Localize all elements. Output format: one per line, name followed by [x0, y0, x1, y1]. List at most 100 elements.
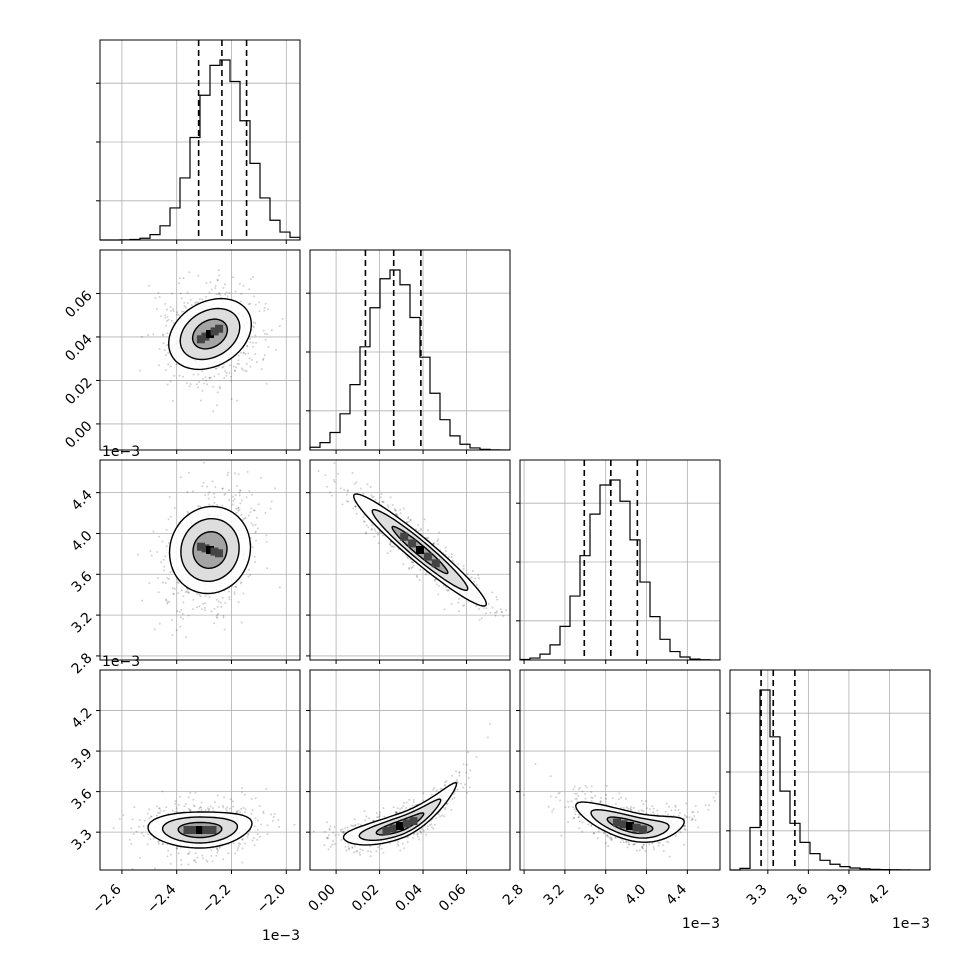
sample-point: [180, 297, 183, 300]
sample-point: [192, 598, 195, 601]
sample-point: [185, 382, 188, 385]
sample-point: [431, 826, 433, 829]
sample-point: [258, 310, 261, 313]
sample-point: [241, 838, 244, 841]
sample-point: [415, 528, 417, 531]
sample-point: [180, 859, 183, 862]
sample-point: [627, 843, 630, 846]
sample-point: [406, 836, 409, 838]
sample-point: [237, 506, 240, 509]
sample-point: [408, 520, 411, 523]
sample-point: [312, 830, 315, 833]
sample-point: [590, 785, 593, 788]
sample-point: [566, 800, 569, 803]
sample-point: [189, 298, 192, 301]
sample-point: [223, 283, 226, 286]
sample-point: [427, 529, 430, 532]
sample-point: [435, 817, 438, 820]
sample-point: [138, 825, 140, 828]
sample-point: [609, 838, 612, 841]
sample-point: [173, 374, 176, 377]
panel-frame-2-1: [309, 459, 511, 661]
sample-point: [364, 532, 367, 535]
sample-point: [391, 503, 394, 506]
sample-point: [487, 602, 490, 605]
sample-point: [196, 606, 198, 609]
sample-point: [408, 567, 410, 570]
sample-point: [432, 788, 435, 791]
sample-point: [180, 863, 183, 866]
sample-point: [222, 616, 225, 619]
sample-point: [225, 291, 228, 294]
sample-point: [189, 792, 192, 794]
sample-point: [226, 806, 229, 809]
sample-point: [146, 812, 149, 815]
sample-point: [326, 821, 328, 824]
sample-point: [332, 840, 334, 842]
sample-point: [590, 796, 593, 799]
sample-point: [148, 284, 151, 287]
sample-point: [172, 310, 175, 312]
sample-point: [600, 796, 603, 799]
sample-point: [222, 804, 224, 807]
xtick-label: −2.0: [254, 882, 289, 917]
sample-point: [691, 818, 694, 821]
sample-point: [417, 530, 420, 532]
sample-point: [364, 819, 367, 822]
sample-point: [352, 507, 355, 510]
sample-point: [614, 802, 617, 805]
sample-point: [369, 845, 372, 848]
sample-point: [148, 808, 151, 811]
grid-2-2: [520, 460, 720, 660]
sample-point: [249, 574, 252, 576]
sample-point: [573, 785, 576, 788]
sample-point: [337, 833, 340, 836]
sample-point: [214, 367, 217, 370]
sample-point: [444, 546, 447, 549]
sample-point: [692, 810, 695, 813]
xticks-0-0: [121, 240, 287, 244]
sample-point: [146, 833, 149, 836]
sample-point: [389, 496, 392, 499]
sample-point: [474, 577, 476, 580]
sample-point: [419, 831, 422, 833]
ytick-label: 3.3: [69, 827, 96, 854]
sample-point: [224, 293, 227, 296]
sample-point: [604, 793, 607, 796]
sample-point: [403, 847, 405, 850]
sample-point: [363, 810, 366, 813]
sample-point: [434, 578, 437, 581]
sample-point: [165, 599, 168, 602]
sample-point: [226, 474, 229, 477]
sample-point: [351, 846, 354, 849]
sample-point: [590, 799, 593, 802]
sample-point: [250, 812, 253, 815]
sample-point: [208, 377, 211, 380]
sample-point: [345, 849, 348, 852]
sample-point: [326, 485, 328, 488]
sample-point: [164, 555, 167, 558]
sample-point: [207, 497, 210, 500]
sample-point: [221, 504, 224, 507]
sample-point: [693, 815, 696, 817]
sample-point: [244, 517, 247, 519]
sample-point: [379, 496, 382, 499]
sample-point: [656, 809, 659, 812]
sample-point: [708, 804, 711, 807]
sample-point: [214, 287, 217, 290]
sample-point: [224, 602, 227, 604]
sample-point: [211, 807, 214, 810]
sample-point: [247, 832, 249, 835]
sample-point: [158, 840, 161, 843]
sample-point: [339, 829, 342, 831]
density-core: [215, 324, 224, 333]
sample-point: [342, 830, 345, 833]
sample-point: [522, 793, 525, 796]
sample-point: [239, 351, 242, 354]
sample-point: [216, 794, 219, 797]
sample-point: [196, 856, 199, 859]
sample-point: [641, 845, 644, 848]
sample-point: [559, 799, 562, 802]
sample-point: [697, 826, 700, 829]
density-core: [402, 819, 411, 828]
